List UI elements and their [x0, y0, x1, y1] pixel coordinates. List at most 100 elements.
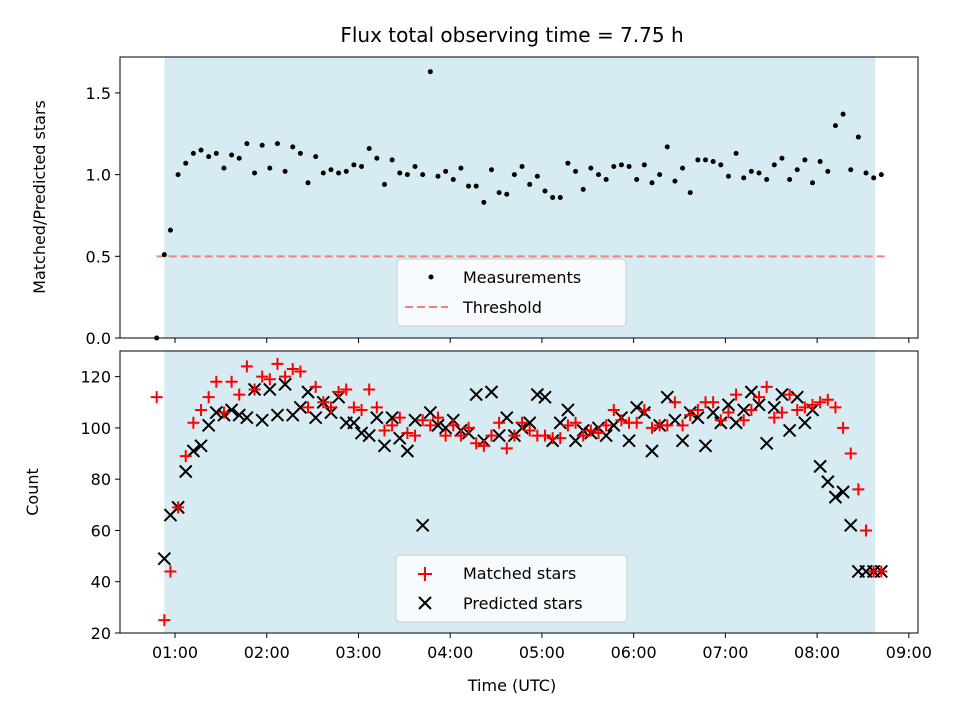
- predicted-star-point: [492, 428, 506, 443]
- matched-star-point: [233, 388, 246, 401]
- matched-star-point: [722, 406, 735, 419]
- measurement-point: [756, 170, 762, 176]
- top-y-tick-label: 1.5: [86, 84, 111, 103]
- predicted-star-point: [186, 444, 201, 458]
- predicted-star-point: [400, 444, 415, 458]
- matched-star-point: [500, 442, 513, 455]
- measurement-point: [198, 147, 204, 153]
- predicted-star-point: [836, 485, 850, 499]
- matched-star-point: [217, 406, 230, 419]
- predicted-star-point: [798, 416, 812, 430]
- matched-star-point: [309, 380, 322, 393]
- measurement-point: [427, 69, 433, 75]
- matched-star-point: [577, 429, 590, 442]
- measurement-point: [595, 172, 601, 178]
- predicted-star-point: [568, 434, 583, 448]
- matched-star-point: [668, 396, 681, 409]
- predicted-star-point: [790, 390, 804, 404]
- predicted-star-point: [599, 428, 613, 443]
- measurement-point: [443, 168, 449, 174]
- matched-star-point: [332, 386, 345, 399]
- matched-star-point: [661, 419, 674, 432]
- bottom-y-tick-label: 80: [91, 470, 111, 489]
- measurement-point: [687, 190, 693, 196]
- measurement-point: [458, 165, 464, 171]
- legend-threshold-label: Threshold: [462, 298, 542, 317]
- measurement-point: [710, 159, 716, 165]
- matched-star-point: [447, 419, 460, 432]
- measurement-point: [496, 190, 502, 196]
- matched-star-point: [730, 388, 743, 401]
- legend-measurements-marker: [428, 274, 434, 280]
- measurement-point: [336, 170, 342, 176]
- bottom-y-tick-label: 120: [80, 368, 111, 387]
- measurement-point: [206, 154, 212, 160]
- matched-star-point: [569, 416, 582, 429]
- measurement-point: [848, 167, 854, 173]
- measurement-point: [703, 157, 709, 163]
- matched-star-point: [477, 439, 490, 452]
- matched-star-point: [852, 483, 865, 496]
- measurement-point: [802, 157, 808, 163]
- measurement-point: [190, 150, 196, 156]
- matched-star-point: [409, 429, 422, 442]
- matched-star-point: [324, 401, 337, 414]
- matched-star-point: [814, 396, 827, 409]
- matched-star-point: [416, 414, 429, 427]
- predicted-star-point: [232, 408, 246, 422]
- matched-star-point: [753, 391, 766, 404]
- predicted-star-point: [698, 439, 713, 453]
- predicted-star-point: [308, 410, 323, 425]
- measurement-point: [787, 177, 793, 183]
- matched-star-point: [439, 429, 452, 442]
- measurement-point: [305, 180, 311, 186]
- predicted-star-point: [209, 405, 224, 420]
- predicted-stars-points: [157, 377, 889, 579]
- matched-star-point: [248, 383, 261, 396]
- bottom-y-axis-label: Count: [23, 468, 42, 516]
- measurement-point: [519, 163, 525, 169]
- measurement-point: [832, 123, 838, 129]
- measurement-point: [343, 168, 349, 174]
- measurement-point: [404, 172, 410, 178]
- measurement-point: [542, 188, 548, 194]
- matched-star-point: [386, 419, 399, 432]
- matched-star-point: [775, 406, 788, 419]
- bottom-x-tick-label: 02:00: [244, 643, 290, 662]
- measurement-point: [320, 170, 326, 176]
- measurement-point: [695, 157, 701, 163]
- measurement-point: [588, 165, 594, 171]
- measurement-point: [664, 144, 670, 150]
- measurement-point: [680, 165, 686, 171]
- measurement-point: [580, 186, 586, 192]
- legend-predicted-marker: [418, 596, 432, 610]
- matched-star-point: [745, 403, 758, 416]
- matched-star-point: [860, 524, 873, 537]
- predicted-star-point: [263, 382, 277, 397]
- predicted-star-point: [201, 418, 216, 433]
- matched-star-point: [508, 429, 521, 442]
- predicted-star-point: [393, 431, 407, 445]
- predicted-star-point: [194, 439, 208, 453]
- top-x-ticks: [174, 338, 910, 343]
- predicted-star-point: [813, 459, 827, 474]
- matched-star-point: [821, 393, 834, 406]
- legend-matched-label: Matched stars: [463, 564, 576, 583]
- predicted-star-point: [752, 398, 766, 412]
- predicted-star-point: [362, 428, 376, 443]
- top-legend: Measurements Threshold: [396, 258, 627, 327]
- measurement-point: [741, 175, 747, 181]
- matched-star-point: [485, 429, 498, 442]
- measurement-point: [504, 191, 510, 197]
- bottom-panel: 20 40 60 80 100 120 01:00 02:00 03:00 04:00 05:00…: [23, 350, 932, 695]
- matched-star-point: [210, 375, 223, 388]
- predicted-star-point: [240, 410, 254, 425]
- predicted-star-point: [484, 385, 499, 399]
- measurement-point: [855, 134, 861, 140]
- predicted-star-point: [408, 413, 422, 427]
- bottom-x-tick-label: 06:00: [611, 643, 657, 662]
- predicted-star-point: [645, 444, 659, 458]
- matched-star-point: [737, 414, 750, 427]
- matched-star-point: [286, 362, 299, 375]
- predicted-star-point: [660, 390, 674, 404]
